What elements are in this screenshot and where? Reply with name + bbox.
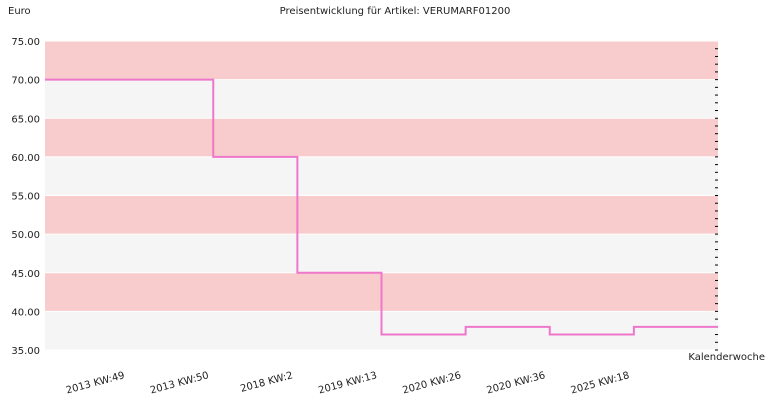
x-tick-label: 2025 KW:18 — [570, 370, 631, 396]
y-axis-label: Euro — [8, 6, 31, 17]
band — [45, 234, 718, 273]
x-tick-label: 2013 KW:49 — [65, 370, 126, 396]
y-tick-label: 60.00 — [11, 153, 40, 164]
y-tick-label: 50.00 — [11, 230, 40, 241]
chart-title: Preisentwicklung für Artikel: VERUMARF01… — [280, 6, 511, 17]
band — [45, 156, 718, 196]
x-tick-label: 2013 KW:50 — [149, 370, 210, 396]
x-tick-label: 2018 KW:2 — [239, 370, 294, 395]
x-tick-label: 2020 KW:26 — [401, 370, 462, 396]
y-tick-label: 70.00 — [11, 76, 40, 87]
x-axis-label: Kalenderwoche — [688, 352, 765, 363]
band — [45, 79, 718, 119]
y-tick-label: 55.00 — [11, 192, 40, 203]
band — [45, 41, 718, 80]
y-tick-label: 35.00 — [11, 346, 40, 357]
price-line — [45, 78, 718, 336]
band — [45, 195, 718, 235]
y-tick-label: 45.00 — [11, 269, 40, 280]
x-tick-label: 2020 KW:36 — [485, 370, 546, 396]
y-tick-label: 75.00 — [11, 37, 40, 48]
x-tick-label: 2019 KW:13 — [317, 370, 378, 396]
y-tick-label: 40.00 — [11, 307, 40, 318]
band — [45, 118, 718, 157]
y-tick-label: 65.00 — [11, 114, 40, 125]
